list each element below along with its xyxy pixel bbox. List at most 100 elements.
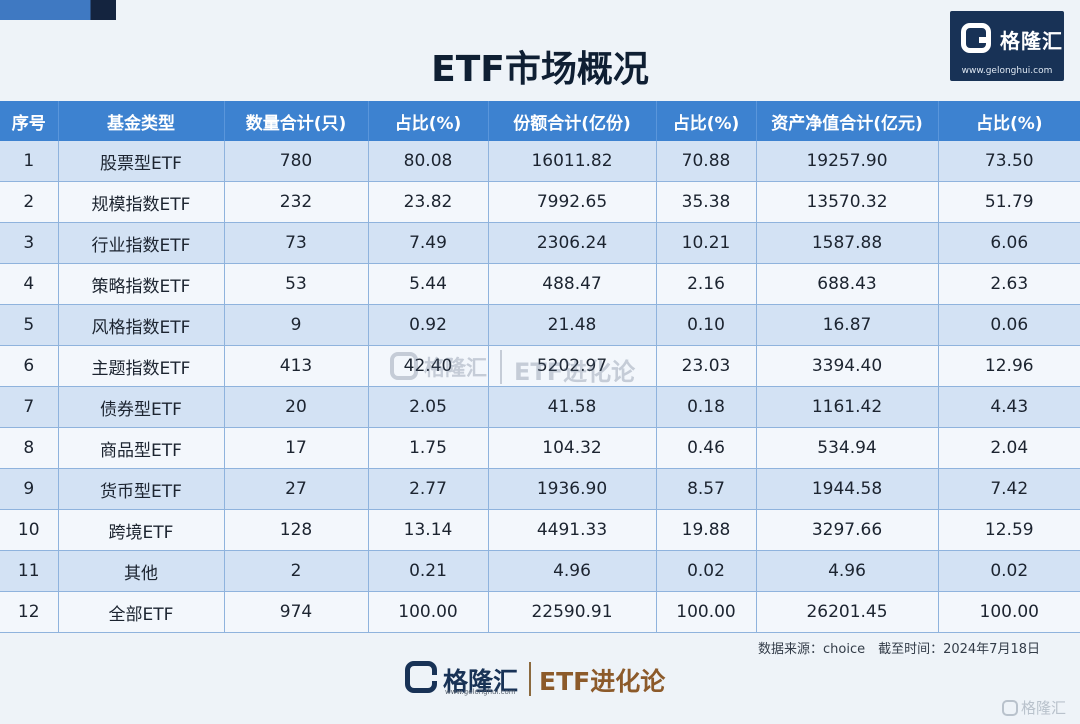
table-cell: 8.57 [656,468,757,510]
table-cell: 7.49 [368,222,489,264]
table-cell: 104.32 [488,427,657,469]
table-cell: 11 [0,550,59,592]
table-row: 1 股票型ETF 780 80.08 16011.82 70.88 19257.90 73.5… [0,141,1080,182]
table-cell: 0.02 [938,550,1080,592]
table-row: 12 全部ETF 974 100.00 22590.91 100.00 26201.45 10… [0,591,1080,633]
table-cell: 规模指数ETF [58,181,225,223]
table-cell: 41.58 [488,386,657,428]
table-cell: 27 [224,468,369,510]
table-cell: 主题指数ETF [58,345,225,387]
table-cell: 100.00 [938,591,1080,633]
table-cell: 1161.42 [756,386,939,428]
table-cell: 3297.66 [756,509,939,551]
brand-logo-box: 格隆汇 www.gelonghui.com [950,11,1064,81]
table-cell: 2.77 [368,468,489,510]
table-cell: 2.05 [368,386,489,428]
table-header-row: 序号 基金类型 数量合计(只) 占比(%) 份额合计(亿份) 占比(%) 资产净值合计(亿元… [0,101,1080,141]
table-cell: 128 [224,509,369,551]
table-cell: 全部ETF [58,591,225,633]
table-cell: 2.16 [656,263,757,305]
column-header: 基金类型 [58,101,225,141]
table-cell: 1587.88 [756,222,939,264]
table-cell: 488.47 [488,263,657,305]
table-cell: 21.48 [488,304,657,346]
table-cell: 12.96 [938,345,1080,387]
table-cell: 4.96 [756,550,939,592]
table-cell: 2306.24 [488,222,657,264]
table-cell: 2 [224,550,369,592]
table-cell: 5.44 [368,263,489,305]
table-cell: 413 [224,345,369,387]
table-cell: 53 [224,263,369,305]
table-cell: 6 [0,345,59,387]
brand-name: 格隆汇 [1000,29,1063,53]
footer-divider [529,662,531,696]
table-cell: 51.79 [938,181,1080,223]
table-cell: 1 [0,141,59,182]
table-cell: 35.38 [656,181,757,223]
table-cell: 0.46 [656,427,757,469]
table-cell: 42.40 [368,345,489,387]
table-cell: 8 [0,427,59,469]
table-cell: 10 [0,509,59,551]
column-header: 占比(%) [368,101,489,141]
column-header: 占比(%) [656,101,757,141]
table-cell: 7.42 [938,468,1080,510]
table-cell: 2.63 [938,263,1080,305]
table-cell: 16.87 [756,304,939,346]
footer-subtitle: ETF进化论 [539,667,666,696]
table-row: 8 商品型ETF 17 1.75 104.32 0.46 534.94 2.04 [0,427,1080,469]
table-cell: 20 [224,386,369,428]
footer-brand: 格隆汇 [443,667,519,696]
table-cell: 13.14 [368,509,489,551]
table-cell: 5202.97 [488,345,657,387]
footer-logo-icon [405,661,437,693]
table-row: 5 风格指数ETF 9 0.92 21.48 0.10 16.87 0.06 [0,304,1080,346]
table-row: 10 跨境ETF 128 13.14 4491.33 19.88 3297.66 12.59 [0,509,1080,551]
table-cell: 0.92 [368,304,489,346]
brand-url: www.gelonghui.com [961,66,1053,76]
table-cell: 0.02 [656,550,757,592]
table-cell: 4.96 [488,550,657,592]
table-cell: 232 [224,181,369,223]
table-cell: 100.00 [656,591,757,633]
table-cell: 1944.58 [756,468,939,510]
etf-overview-table: 序号 基金类型 数量合计(只) 占比(%) 份额合计(亿份) 占比(%) 资产净值合计(亿元… [0,101,1080,633]
column-header: 序号 [0,101,59,141]
table-cell: 跨境ETF [58,509,225,551]
table-cell: 688.43 [756,263,939,305]
table-cell: 3 [0,222,59,264]
table-cell: 股票型ETF [58,141,225,182]
table-cell: 4.43 [938,386,1080,428]
table-row: 2 规模指数ETF 232 23.82 7992.65 35.38 13570.32 51.7… [0,181,1080,223]
table-row: 11 其他 2 0.21 4.96 0.02 4.96 0.02 [0,550,1080,592]
table-row: 7 债券型ETF 20 2.05 41.58 0.18 1161.42 4.43 [0,386,1080,428]
footer-logo: 格隆汇 www.gelonghui.com ETF进化论 [405,654,695,700]
table-cell: 13570.32 [756,181,939,223]
table-cell: 2.04 [938,427,1080,469]
table-cell: 23.03 [656,345,757,387]
table-cell: 其他 [58,550,225,592]
table-cell: 70.88 [656,141,757,182]
corner-watermark: 格隆汇 [1002,697,1066,718]
table-cell: 货币型ETF [58,468,225,510]
table-cell: 22590.91 [488,591,657,633]
table-cell: 780 [224,141,369,182]
table-cell: 1936.90 [488,468,657,510]
table-cell: 19.88 [656,509,757,551]
table-cell: 73.50 [938,141,1080,182]
table-cell: 16011.82 [488,141,657,182]
table-cell: 4 [0,263,59,305]
table-cell: 0.10 [656,304,757,346]
corner-decoration [0,0,116,20]
table-cell: 974 [224,591,369,633]
table-cell: 风格指数ETF [58,304,225,346]
corner-watermark-text: 格隆汇 [1021,699,1067,717]
table-cell: 0.18 [656,386,757,428]
table-cell: 行业指数ETF [58,222,225,264]
table-cell: 1.75 [368,427,489,469]
table-cell: 0.21 [368,550,489,592]
column-header: 数量合计(只) [224,101,369,141]
table-cell: 10.21 [656,222,757,264]
table-cell: 19257.90 [756,141,939,182]
